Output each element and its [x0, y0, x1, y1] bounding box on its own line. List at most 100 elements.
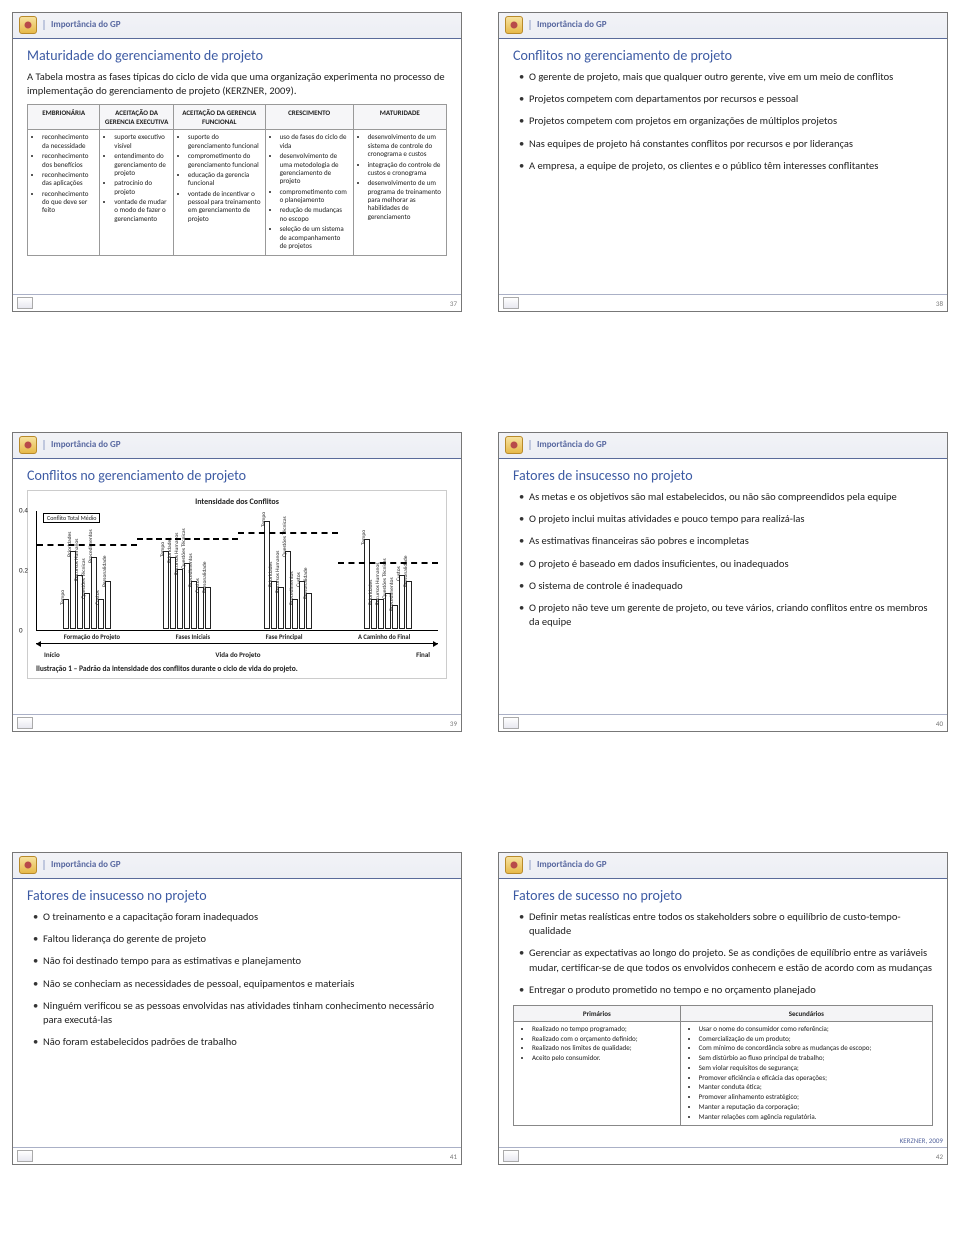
- mat-cell: reconhecimento da necessidadereconhecime…: [28, 130, 100, 256]
- bullet-item: Nas equipes de projeto há constantes con…: [519, 137, 933, 151]
- mat-item: comprometimento do gerenciamento funcion…: [188, 152, 261, 169]
- bullet-item: As metas e os objetivos são mal estabele…: [519, 490, 933, 504]
- bullet-item: Não se conheciam as necessidades de pess…: [33, 977, 447, 991]
- bar: Recursos Humanos: [177, 569, 183, 629]
- mat-item: suporte executivo visível: [114, 133, 169, 150]
- slide-footer: 37: [13, 294, 461, 311]
- mat-item: comprometimento com o planejamento: [280, 188, 349, 205]
- bar: Personalidade: [105, 581, 111, 629]
- bar-label: Prioridades: [368, 601, 374, 605]
- mat-item: desenvolvimento de uma metodologia de ge…: [280, 152, 349, 186]
- mat-item: uso de fases do ciclo de vida: [280, 133, 349, 150]
- phase-label: Fases Iniciais: [176, 633, 210, 641]
- bullet-item: Projetos competem com departamentos por …: [519, 92, 933, 106]
- y-tick: 0.4: [19, 506, 28, 515]
- mat-cell: uso de fases do ciclo de vida desenvolvim…: [265, 130, 353, 256]
- bullet-list: O gerente de projeto, mais que qualquer …: [519, 70, 933, 173]
- slide-number: 39: [450, 719, 457, 728]
- slide-title: Fatores de sucesso no projeto: [513, 887, 933, 904]
- bar: Recursos Humanos: [378, 599, 384, 629]
- bar-label: Prioridades: [67, 553, 73, 557]
- footer-thumb-icon: [503, 1150, 519, 1162]
- footer-thumb-icon: [503, 297, 519, 309]
- bullet-item: Definir metas realísticas entre todos os…: [519, 910, 933, 938]
- bullet-item: O treinamento e a capacitação foram inad…: [33, 910, 447, 924]
- breadcrumb: Importância do GP: [43, 20, 121, 30]
- slide-header: Importância do GP: [13, 13, 461, 39]
- phase-label: A Caminho do Final: [358, 633, 410, 641]
- logo-icon: [19, 16, 37, 34]
- footer-thumb-icon: [503, 717, 519, 729]
- bar: Procedimentos: [392, 605, 398, 629]
- bar-label: Procedimentos: [188, 583, 194, 587]
- secundario-item: Sem distúrbio ao fluxo principal de trab…: [699, 1054, 926, 1063]
- mat-item: patrocínio do projeto: [114, 179, 169, 196]
- logo-icon: [505, 16, 523, 34]
- bullet-item: O gerente de projeto, mais que qualquer …: [519, 70, 933, 84]
- slide-lead: A Tabela mostra as fases típicas do cicl…: [27, 70, 447, 98]
- bar-label: Tempo: [261, 523, 267, 527]
- slide-footer: 39: [13, 714, 461, 731]
- phase-label: Formação do Projeto: [64, 633, 120, 641]
- bar-label: Custos: [195, 589, 201, 593]
- mat-col-header: ACEITAÇÃO DA GERENCIA EXECUTIVA: [100, 105, 174, 130]
- slide-header: Importância do GP: [499, 433, 947, 459]
- slide-header: Importância do GP: [13, 853, 461, 879]
- bullet-item: As estimativas financeiras são pobres e …: [519, 534, 933, 548]
- slide-title: Fatores de insucesso no projeto: [27, 887, 447, 904]
- bar-label: Procedimentos: [289, 601, 295, 605]
- secundario-item: Sem violar requisitos de segurança;: [699, 1064, 926, 1073]
- phase-group: TempoPrioridadesRecursos HumanosQuestões…: [264, 511, 312, 629]
- bullet-list: Definir metas realísticas entre todos os…: [519, 910, 933, 997]
- secundario-item: Manter relações com agência regulatória.: [699, 1113, 926, 1122]
- axis-end: Final: [416, 650, 430, 659]
- bar: Custos: [198, 587, 204, 629]
- axis-mid: Vida do Projeto: [215, 650, 260, 659]
- bar: Procedimentos: [292, 599, 298, 629]
- bar: Tempo: [63, 599, 69, 629]
- phase-label: Fase Principal: [266, 633, 303, 641]
- breadcrumb: Importância do GP: [529, 20, 607, 30]
- slide-header: Importância do GP: [499, 853, 947, 879]
- mat-cell: desenvolvimento de um sistema de control…: [353, 130, 446, 256]
- bullet-item: O sistema de controle é inadequado: [519, 579, 933, 593]
- logo-icon: [19, 856, 37, 874]
- slide-37: Importância do GP Maturidade do gerencia…: [12, 12, 462, 312]
- footer-thumb-icon: [17, 717, 33, 729]
- phase-labels: Formação do Projeto Fases Iniciais Fase Pr…: [36, 633, 438, 641]
- bullet-item: Entregar o produto prometido no tempo e …: [519, 983, 933, 997]
- maturity-table: EMBRIONÁRIAACEITAÇÃO DA GERENCIA EXECUTI…: [27, 104, 447, 256]
- mat-col-header: CRESCIMENTO: [265, 105, 353, 130]
- mat-item: reconhecimento da necessidade: [42, 133, 95, 150]
- time-axis-line: [36, 643, 438, 644]
- bar: Personalidade: [205, 587, 211, 629]
- success-factors-table: Primários Secundários Realizado no tempo…: [513, 1005, 933, 1127]
- bar-label: Recursos Humanos: [275, 589, 281, 593]
- bar-label: Recursos Humanos: [375, 601, 381, 605]
- col-secundarios: Secundários: [680, 1005, 932, 1021]
- phase-group: TempoPrioridadesRecursos HumanosQuestões…: [163, 511, 211, 629]
- chart-plot-area: Conflito Total Médio 0.40.20TempoPriorid…: [36, 511, 438, 631]
- bar: Personalidade: [406, 581, 412, 629]
- primarios-list: Realizado no tempo programado;Realizado …: [520, 1025, 674, 1063]
- bar-label: Questões Técnicas: [382, 595, 388, 599]
- mean-label-box: Conflito Total Médio: [43, 513, 100, 523]
- secundario-item: Promover alinhamento estratégico;: [699, 1093, 926, 1102]
- mat-item: suporte do gerenciamento funcional: [188, 133, 261, 150]
- chart-caption: Ilustração 1 – Padrão da intensidade dos…: [36, 665, 438, 674]
- mat-cell: suporte executivo visívelentendimento do…: [100, 130, 174, 256]
- primario-item: Realizado com o orçamento definido;: [532, 1035, 674, 1044]
- bullet-item: O projeto inclui muitas atividades e pou…: [519, 512, 933, 526]
- bar-label: Personalidade: [303, 595, 309, 599]
- slide-number: 42: [936, 1152, 943, 1161]
- mat-cell: suporte do gerenciamento funcional compro…: [173, 130, 265, 256]
- slide-header: Importância do GP: [13, 433, 461, 459]
- mat-item: redução de mudanças no escopo: [280, 206, 349, 223]
- phase-group: TempoPrioridadesRecursos HumanosQuestões…: [63, 511, 111, 629]
- mat-item: vontade de mudar o modo de fazer o geren…: [114, 198, 169, 223]
- bar: Personalidade: [306, 593, 312, 629]
- slide-footer: 41: [13, 1147, 461, 1164]
- bullet-item: Faltou liderança do gerente de projeto: [33, 932, 447, 946]
- mean-line-seg: [238, 532, 338, 534]
- time-axis-labels: Início Vida do Projeto Final: [36, 650, 438, 659]
